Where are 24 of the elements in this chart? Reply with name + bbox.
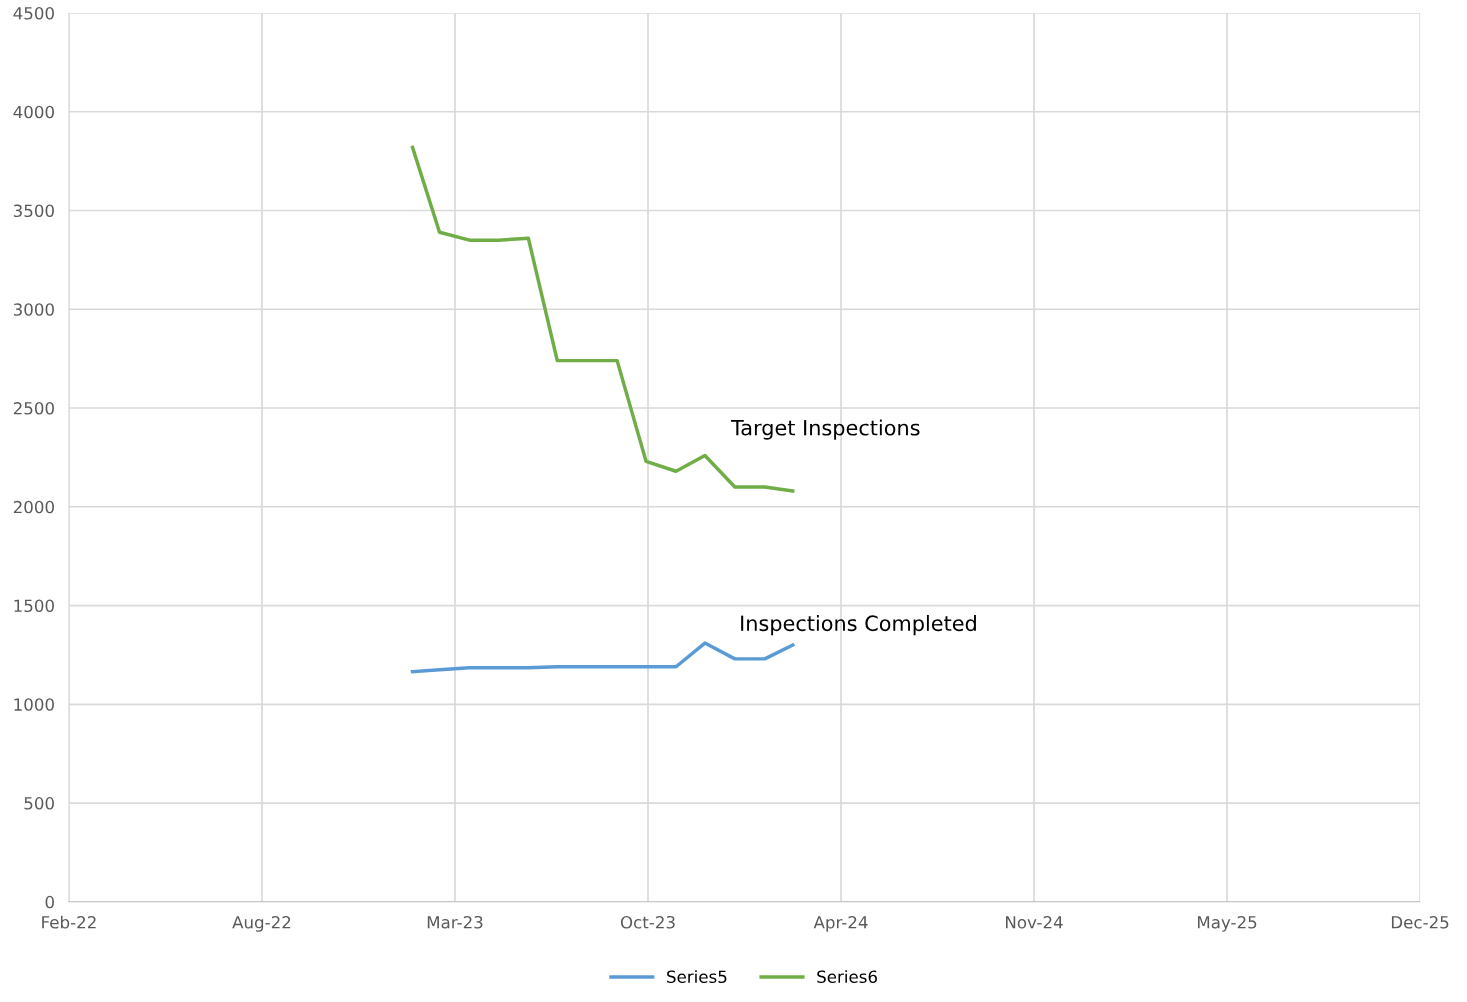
x-tick-label: Dec-25: [1391, 915, 1449, 929]
legend-label: Series6: [817, 970, 877, 984]
y-tick-label: 4500: [13, 6, 54, 20]
legend-label: Series5: [667, 970, 727, 984]
x-tick-label: Feb-22: [42, 915, 96, 929]
x-tick-label: Aug-22: [232, 915, 291, 932]
y-tick-label: 3500: [13, 204, 54, 218]
y-tick-label: 1500: [14, 599, 54, 613]
y-tick-label: 4000: [13, 105, 54, 119]
y-tick-label: 2000: [13, 500, 54, 514]
x-tick-label: Nov-24: [1006, 915, 1063, 929]
x-tick-label: Mar-23: [427, 915, 483, 929]
annotation: Target Inspections: [730, 419, 920, 440]
y-tick-label: 1000: [14, 698, 54, 711]
y-tick-label: 2500: [13, 402, 54, 415]
x-tick-label: Oct-23: [620, 915, 675, 929]
annotation: Inspections Completed: [741, 615, 976, 636]
x-tick-label: May-25: [1197, 915, 1257, 932]
y-tick-label: 3000: [13, 303, 54, 316]
y-tick-label: 0: [45, 895, 54, 909]
y-tick-label: 500: [24, 797, 54, 810]
line-series: [410, 145, 795, 493]
line-series: [410, 641, 795, 674]
x-tick-label: Apr-24: [813, 915, 868, 932]
